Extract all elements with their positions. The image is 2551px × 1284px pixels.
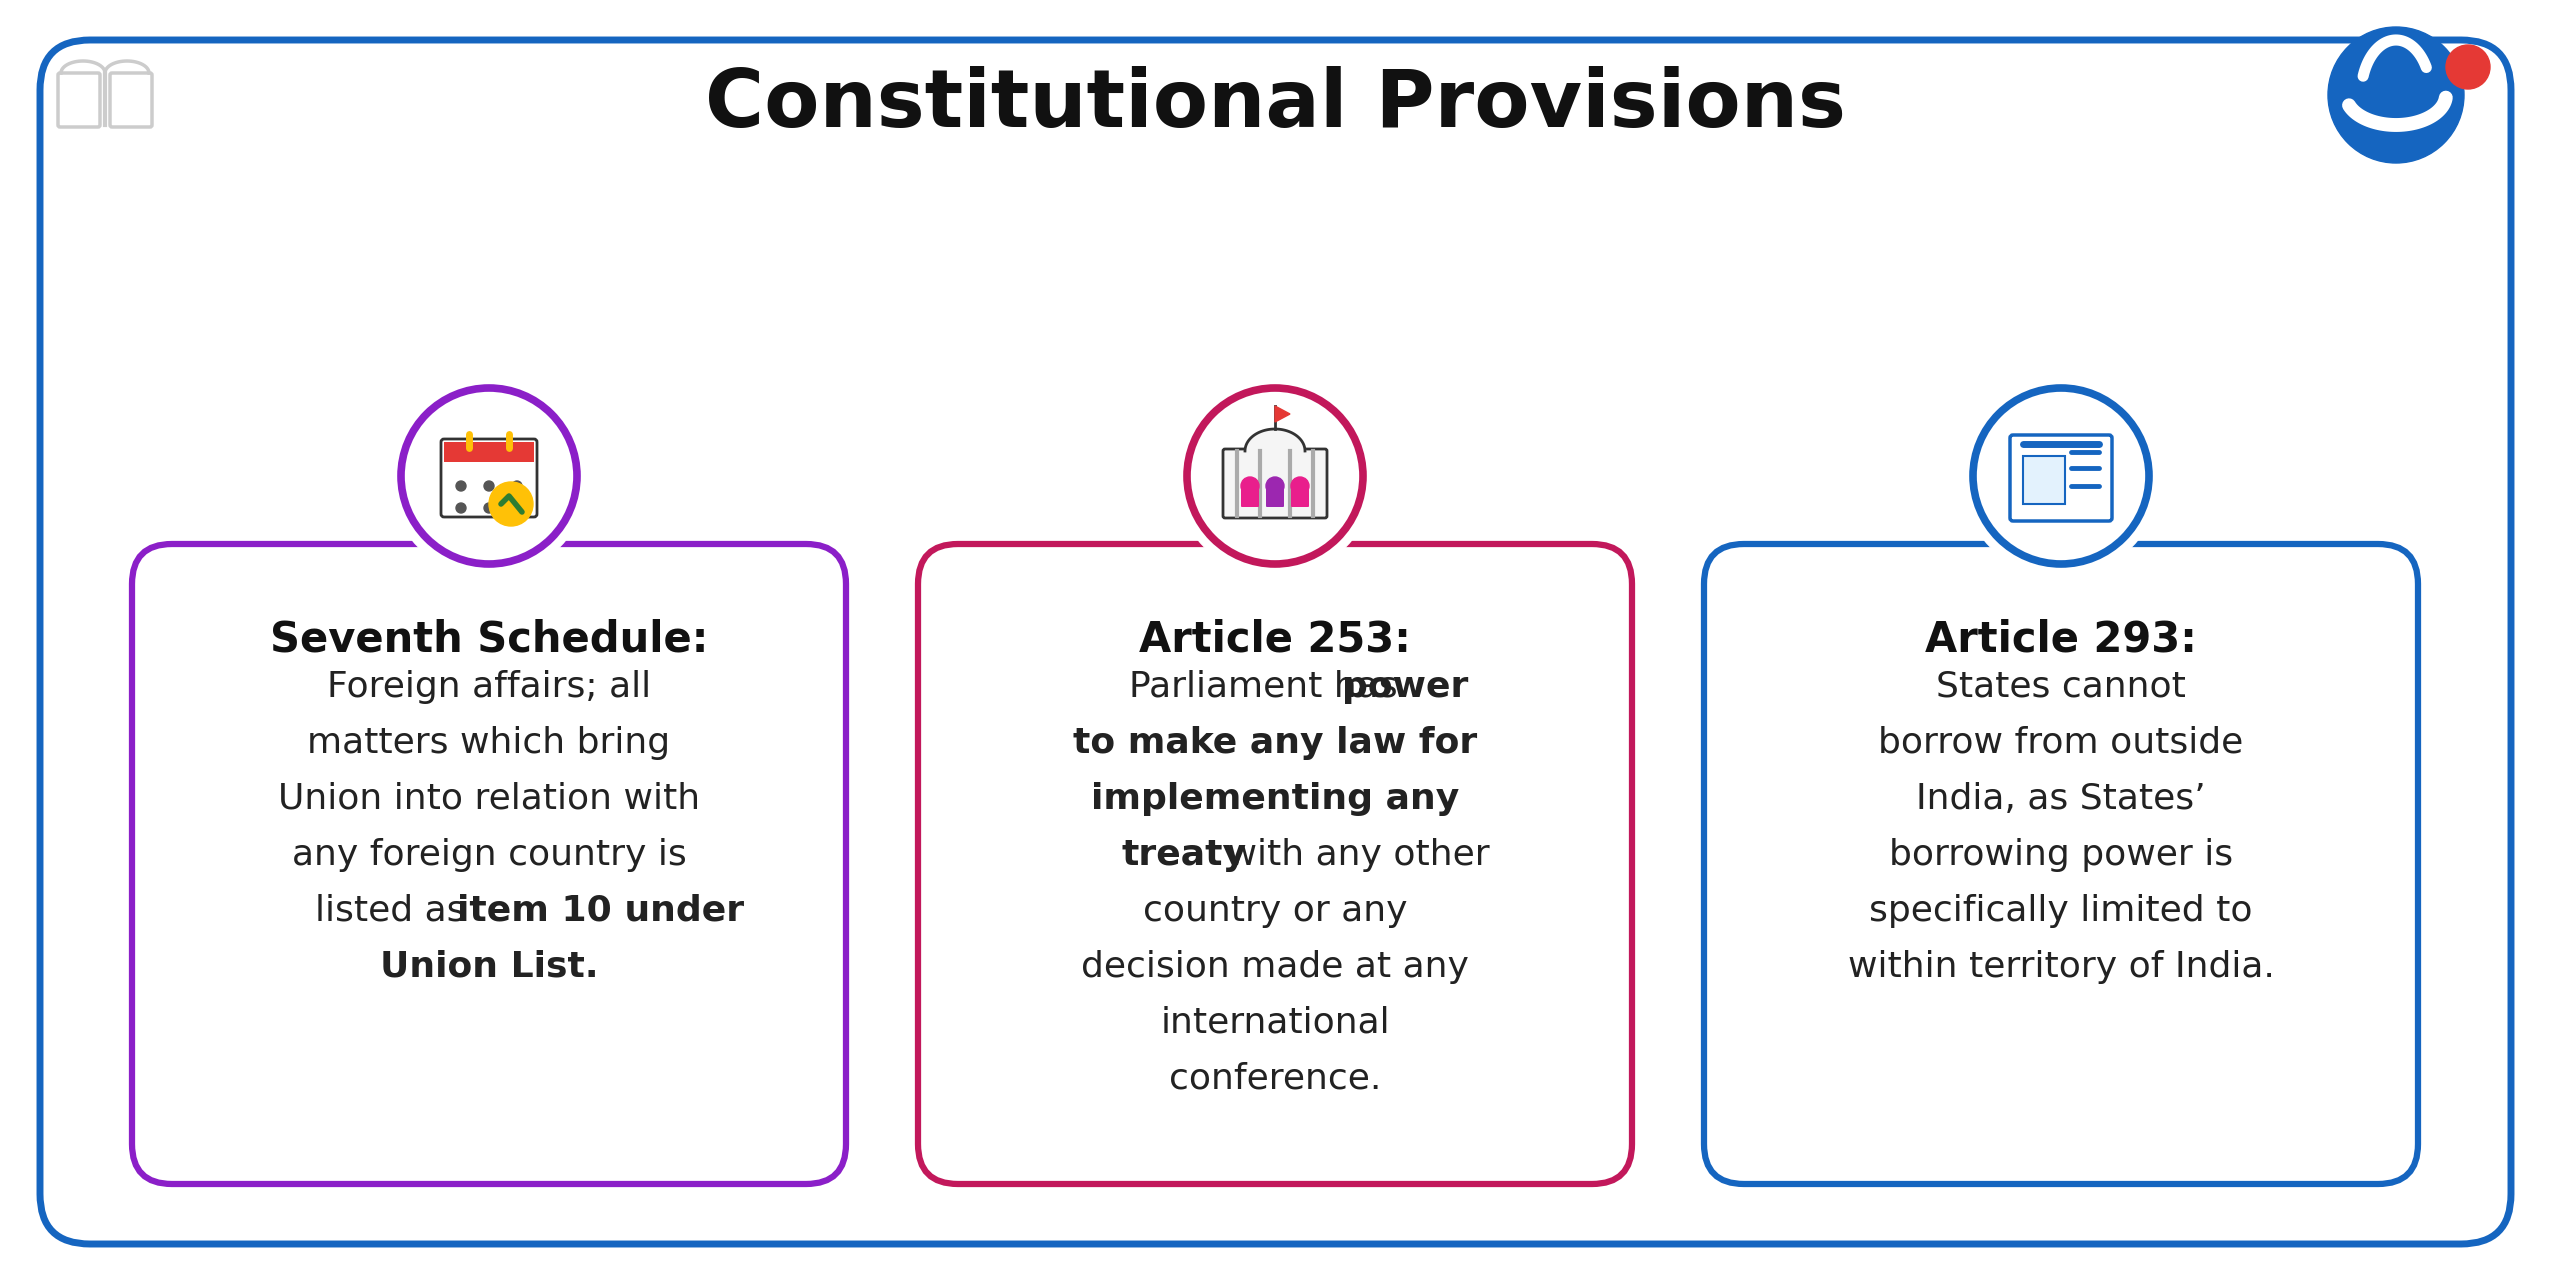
Text: Union into relation with: Union into relation with [278,782,699,815]
FancyBboxPatch shape [1291,487,1309,507]
Circle shape [490,482,533,526]
FancyBboxPatch shape [918,544,1633,1184]
FancyBboxPatch shape [133,544,847,1184]
Circle shape [1291,476,1309,496]
Text: Constitutional Provisions: Constitutional Provisions [704,65,1847,144]
Circle shape [485,503,495,514]
Circle shape [1176,376,1375,577]
Text: India, as States’: India, as States’ [1916,782,2207,815]
Circle shape [2329,27,2464,163]
Text: within territory of India.: within territory of India. [1847,950,2275,984]
Circle shape [1240,476,1260,496]
Circle shape [1265,476,1283,496]
Text: to make any law for: to make any law for [1074,725,1477,760]
Text: treaty: treaty [1120,837,1245,872]
Text: Union List.: Union List. [380,950,599,984]
Text: matters which bring: matters which bring [309,725,671,760]
Circle shape [457,482,467,490]
FancyBboxPatch shape [1704,544,2418,1184]
FancyBboxPatch shape [441,439,538,517]
FancyBboxPatch shape [444,442,533,462]
Text: States cannot: States cannot [1936,669,2186,704]
FancyBboxPatch shape [1222,449,1327,517]
FancyBboxPatch shape [1240,487,1260,507]
Text: item 10 under: item 10 under [457,894,745,927]
Circle shape [485,482,495,490]
Text: Parliament has: Parliament has [1130,669,1408,704]
Text: international: international [1161,1005,1390,1040]
Circle shape [1962,376,2161,577]
Text: Article 293:: Article 293: [1926,618,2196,660]
Text: Foreign affairs; all: Foreign affairs; all [327,669,651,704]
Circle shape [513,503,523,514]
Text: with any other: with any other [1217,837,1490,872]
Circle shape [513,482,523,490]
FancyBboxPatch shape [2010,435,2112,521]
Text: specifically limited to: specifically limited to [1870,894,2253,927]
Circle shape [2446,45,2490,89]
Text: listed as: listed as [316,894,477,927]
Text: country or any: country or any [1143,894,1408,927]
Circle shape [457,503,467,514]
FancyBboxPatch shape [2023,456,2064,505]
Text: any foreign country is: any foreign country is [291,837,686,872]
Text: Article 253:: Article 253: [1140,618,1411,660]
Text: Seventh Schedule:: Seventh Schedule: [270,618,709,660]
Text: conference.: conference. [1168,1062,1380,1095]
Text: borrow from outside: borrow from outside [1878,725,2245,760]
Polygon shape [1276,406,1291,422]
FancyBboxPatch shape [1265,487,1283,507]
Text: implementing any: implementing any [1092,782,1459,815]
Text: decision made at any: decision made at any [1082,950,1469,984]
Text: borrowing power is: borrowing power is [1888,837,2232,872]
Text: power: power [1342,669,1469,704]
FancyBboxPatch shape [41,40,2510,1244]
Circle shape [388,376,589,577]
